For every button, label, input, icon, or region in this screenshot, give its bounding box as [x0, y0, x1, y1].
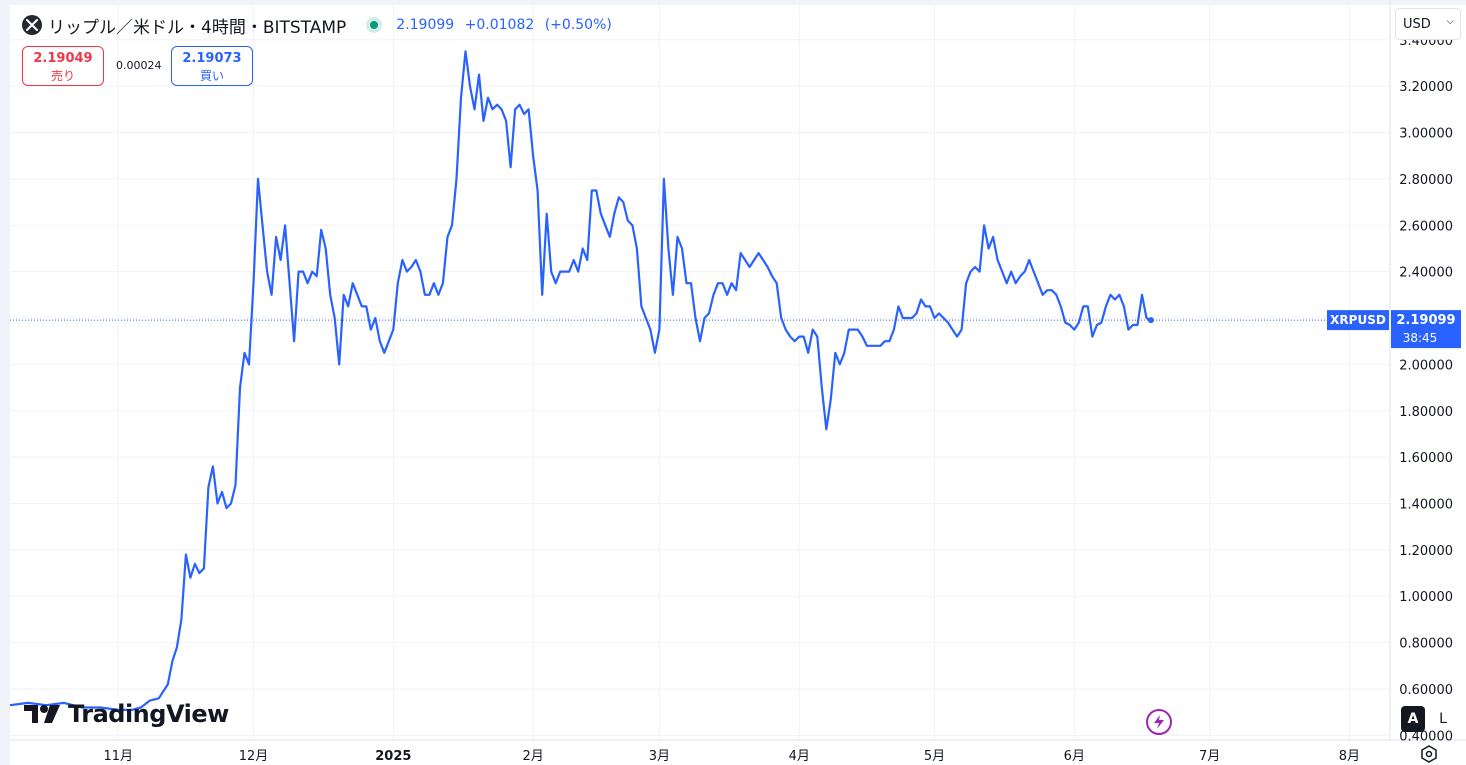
chevron-down-icon: ⌵: [1446, 16, 1454, 27]
currency-label: USD: [1403, 16, 1431, 32]
tradingview-logo[interactable]: TradingView: [24, 700, 229, 728]
time-tick-label: 12月: [239, 749, 269, 764]
lightning-icon[interactable]: [1146, 709, 1172, 735]
time-tick-label: 6月: [1064, 749, 1085, 764]
auto-scale-button[interactable]: A: [1401, 706, 1425, 732]
change-pct-text: (+0.50%): [544, 17, 612, 33]
currency-select[interactable]: USD ⌵: [1395, 8, 1461, 40]
symbol-title[interactable]: リップル／米ドル・4時間・BITSTAMP: [48, 17, 347, 38]
time-tick-label: 7月: [1199, 749, 1220, 764]
xrp-logo-icon: [22, 15, 42, 35]
price-tick-label: 1.20000: [1399, 544, 1453, 559]
price-axis-labels: 0.40000 0.60000 0.80000 1.00000 1.20000 1.400…: [1399, 34, 1453, 745]
last-price-dot: [1147, 317, 1154, 324]
market-status-icon[interactable]: [366, 17, 383, 33]
price-tick-label: 3.00000: [1399, 127, 1453, 142]
last-price-text: 2.19099: [396, 17, 455, 33]
settings-gear-icon[interactable]: [1420, 745, 1438, 763]
time-tick-label: 2025: [375, 749, 411, 764]
price-tick-label: 2.80000: [1399, 173, 1453, 188]
last-price-value: 2.19099: [1396, 313, 1455, 328]
log-scale-button[interactable]: L: [1439, 711, 1447, 727]
symbol-tag-label: XRPUSD: [1330, 313, 1386, 327]
buy-button[interactable]: 2.19073 買い: [171, 46, 253, 86]
time-tick-label: 3月: [649, 749, 670, 764]
tradingview-wordmark: TradingView: [68, 700, 229, 728]
price-tick-label: 3.20000: [1399, 80, 1453, 95]
price-tick-label: 2.60000: [1399, 219, 1453, 234]
time-tick-label: 4月: [789, 749, 810, 764]
quote-summary: 2.19099 +0.01082 (+0.50%): [396, 17, 618, 33]
time-tick-label: 2月: [522, 749, 543, 764]
price-tick-label: 0.60000: [1399, 683, 1453, 698]
chart-frame-left: [0, 0, 10, 765]
price-tick-label: 2.00000: [1399, 358, 1453, 373]
chart-legend: リップル／米ドル・4時間・BITSTAMP 2.19099 +0.01082 (…: [22, 12, 618, 38]
buy-price: 2.19073: [182, 51, 242, 66]
spread-value: 0.00024: [116, 59, 162, 72]
chart-frame-top: [0, 0, 1466, 5]
buy-label: 買い: [199, 69, 224, 83]
price-tick-label: 1.40000: [1399, 498, 1453, 513]
time-tick-label: 8月: [1339, 749, 1360, 764]
price-tick-label: 1.60000: [1399, 451, 1453, 466]
grid: [10, 5, 1390, 740]
last-price-tag: XRPUSD 2.19099 38:45: [1327, 310, 1461, 349]
price-tick-label: 0.80000: [1399, 637, 1453, 652]
last-price-tag-bg: [1391, 310, 1461, 349]
price-tick-label: 1.80000: [1399, 405, 1453, 420]
change-text: +0.01082: [464, 17, 535, 33]
bar-countdown: 38:45: [1403, 331, 1438, 345]
sell-button[interactable]: 2.19049 売り: [22, 46, 104, 86]
price-series-line: [9, 50, 1152, 711]
price-tick-label: 1.00000: [1399, 590, 1453, 605]
time-axis-labels: 11月 12月 2025 2月 3月 4月 5月 6月 7月 8月: [103, 749, 1360, 764]
sell-price: 2.19049: [33, 51, 93, 66]
time-tick-label: 11月: [103, 749, 133, 764]
sell-label: 売り: [50, 69, 75, 83]
price-tick-label: 0.40000: [1399, 729, 1453, 744]
symbol-tag-bg: [1327, 310, 1389, 331]
tradingview-logo-icon: [24, 705, 60, 723]
price-tick-label: 2.40000: [1399, 266, 1453, 281]
time-tick-label: 5月: [924, 749, 945, 764]
